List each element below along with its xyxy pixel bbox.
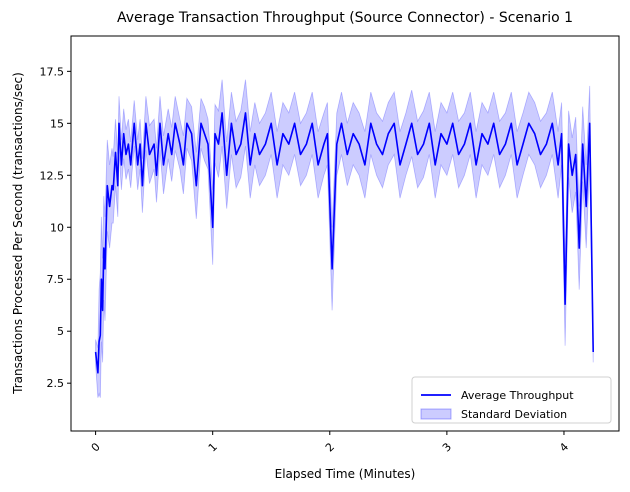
average-throughput-line: [94, 112, 594, 374]
y-tick-label: 12.5: [40, 169, 65, 182]
legend-box: [411, 376, 612, 424]
y-tick-label: 15: [50, 117, 64, 130]
legend-label-std: Standard Deviation: [461, 408, 567, 421]
legend: Average Throughput Standard Deviation: [411, 376, 612, 424]
y-tick-label: 17.5: [40, 65, 65, 78]
y-axis-ticks: 2.5 5 7.5 10 12.5 15 17.5: [40, 65, 71, 390]
std-deviation-band: [95, 79, 594, 398]
y-tick-label: 5: [57, 325, 64, 338]
x-tick-label: 0: [89, 440, 103, 454]
x-axis-ticks: 0 1 2 3 4: [89, 431, 571, 454]
y-axis-label: Transactions Processed Per Second (trans…: [11, 72, 25, 395]
y-tick-label: 10: [50, 221, 64, 234]
legend-label-average: Average Throughput: [461, 389, 574, 402]
plot-frame: [70, 35, 620, 432]
x-axis-label: Elapsed Time (Minutes): [275, 467, 416, 481]
y-tick-label: 2.5: [47, 377, 65, 390]
chart-title: Average Transaction Throughput (Source C…: [117, 10, 573, 26]
x-tick-label: 2: [323, 440, 337, 454]
y-tick-label: 7.5: [47, 273, 65, 286]
x-tick-label: 4: [557, 440, 571, 454]
x-tick-label: 1: [206, 440, 220, 454]
x-tick-label: 3: [440, 440, 454, 454]
legend-band-swatch: [420, 408, 452, 420]
